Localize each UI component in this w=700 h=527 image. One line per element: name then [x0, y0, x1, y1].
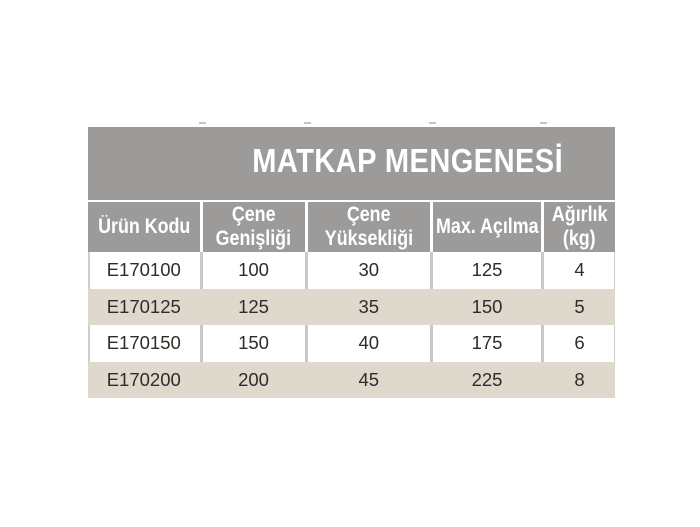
column-header-line: Ürün Kodu [97, 215, 190, 238]
table-row: E170100 100 30 125 4 [88, 252, 615, 289]
column-header-line: (kg) [563, 227, 596, 250]
value-cell: 35 [307, 288, 430, 325]
column-header-line: Max. Açılma [435, 215, 539, 238]
table-header-row: Ürün Kodu Çene Genişliği Çene Yüksekliği Max.… [88, 202, 615, 252]
value-cell: 8 [544, 361, 615, 398]
value-cell: 150 [202, 325, 305, 362]
column-tick-mark [304, 122, 311, 124]
value-cell: 150 [433, 288, 541, 325]
column-header-line: Yüksekliği [324, 227, 413, 250]
table-row: E170150 150 40 175 6 [88, 325, 615, 362]
column-header-line: Genişliği [215, 227, 292, 250]
column-tick-mark [429, 122, 436, 124]
product-code-cell: E170125 [88, 288, 200, 325]
column-header-2: Çene Yüksekliği [307, 202, 430, 252]
product-code-cell: E170200 [88, 361, 200, 398]
value-cell: 5 [544, 288, 615, 325]
value-cell: 125 [202, 288, 305, 325]
value-cell: 225 [433, 361, 541, 398]
product-code-cell: E170150 [88, 325, 200, 362]
table-body: E170100 100 30 125 4 E170125 125 35 150 5 E170150 1… [88, 252, 615, 398]
value-cell: 40 [307, 325, 430, 362]
table-row: E170125 125 35 150 5 [88, 288, 615, 325]
column-header-4: Ağırlık (kg) [544, 202, 615, 252]
table-title: MATKAP MENGENESİ [252, 141, 564, 179]
table-row: E170200 200 45 225 8 [88, 361, 615, 398]
column-header-1: Çene Genişliği [202, 202, 305, 252]
value-cell: 100 [202, 252, 305, 289]
value-cell: 125 [433, 252, 541, 289]
column-tick-mark [540, 122, 547, 124]
value-cell: 30 [307, 252, 430, 289]
product-spec-table: MATKAP MENGENESİ Ürün Kodu Çene Genişliği Ç… [88, 122, 615, 398]
value-cell: 6 [544, 325, 615, 362]
column-header-line: Çene [346, 203, 391, 226]
value-cell: 4 [544, 252, 615, 289]
column-header-line: Ağırlık [551, 203, 608, 226]
column-header-0: Ürün Kodu [88, 202, 200, 252]
product-code-cell: E170100 [88, 252, 200, 289]
value-cell: 200 [202, 361, 305, 398]
column-header-line: Çene [231, 203, 276, 226]
column-header-3: Max. Açılma [433, 202, 541, 252]
value-cell: 175 [433, 325, 541, 362]
table-title-band: MATKAP MENGENESİ [88, 127, 615, 200]
value-cell: 45 [307, 361, 430, 398]
column-tick-mark [199, 122, 206, 124]
